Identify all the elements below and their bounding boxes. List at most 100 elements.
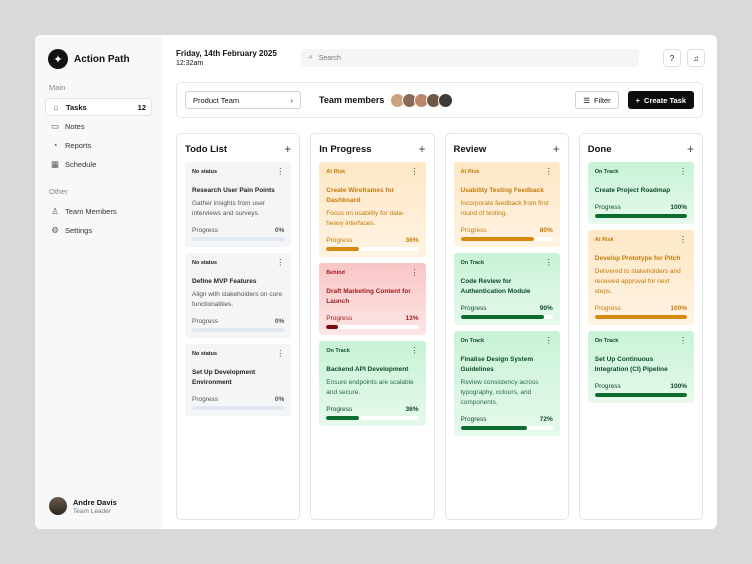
progress-bar: [326, 325, 419, 329]
task-description: Focus on usability for data-heavy interf…: [326, 210, 405, 227]
task-title: Create Project Roadmap: [594, 187, 671, 194]
more-vertical-icon[interactable]: ⋮: [410, 268, 419, 277]
chevron-right-icon: ›: [290, 95, 294, 105]
progress-label: Progress: [192, 227, 219, 234]
status-badge: No status: [192, 169, 218, 175]
plus-icon[interactable]: +: [284, 142, 292, 156]
card-header: At Risk ⋮: [461, 167, 553, 176]
task-card[interactable]: Behind ⋮ Draft Marketing Content for Launc…: [319, 263, 426, 335]
progress-value: 90%: [539, 305, 553, 312]
progress-row: Progress 13%: [326, 315, 418, 322]
create-task-button[interactable]: + Create Task: [627, 91, 694, 109]
plus-icon[interactable]: +: [552, 142, 560, 156]
task-description: Incorporate feedback from first round of…: [460, 200, 549, 217]
task-card[interactable]: No status ⋮ Research User Pain Points Gathe…: [185, 162, 292, 247]
team-members-label: Team members: [319, 95, 385, 105]
more-vertical-icon[interactable]: ⋮: [276, 167, 285, 176]
more-vertical-icon[interactable]: ⋮: [544, 258, 553, 267]
progress-row: Progress 100%: [595, 204, 687, 211]
search-input[interactable]: ⌕ Search: [300, 49, 639, 67]
more-vertical-icon[interactable]: ⋮: [276, 258, 285, 267]
current-date: Friday, 14th February 2025: [176, 49, 277, 58]
sidebar-item-team-members[interactable]: ♙ Team Members: [45, 202, 152, 220]
board-column-done: Done + On Track ⋮ Create Project Roadmap Prog…: [578, 133, 703, 520]
progress-bar: [594, 315, 687, 319]
more-vertical-icon[interactable]: ⋮: [276, 349, 285, 358]
task-card[interactable]: On Track ⋮ Set Up Continuous Integration (…: [587, 331, 694, 403]
progress-bar: [192, 328, 285, 332]
task-title: Develop Prototype for Pitch: [594, 255, 681, 262]
column-header: Done +: [588, 142, 694, 156]
brand-name: Action Path: [74, 53, 130, 65]
search-placeholder: Search: [318, 54, 341, 62]
column-header: Todo List +: [185, 142, 291, 156]
user-profile[interactable]: Andre Davis Team Leader: [49, 497, 117, 515]
card-header: Behind ⋮: [326, 268, 419, 277]
progress-fill: [594, 315, 687, 319]
progress-row: Progress 90%: [461, 305, 553, 312]
plus-icon[interactable]: +: [418, 142, 426, 156]
sidebar-item-settings[interactable]: ⚙ Settings: [45, 221, 152, 239]
task-card[interactable]: On Track ⋮ Backend API Development Ensure e…: [319, 341, 426, 426]
plus-icon[interactable]: +: [686, 142, 694, 156]
task-card[interactable]: No status ⋮ Define MVP Features Align with …: [185, 253, 292, 338]
sidebar-item-reports[interactable]: ◔ Reports: [45, 136, 152, 154]
status-badge: Behind: [326, 270, 345, 276]
column-title: Review: [453, 143, 487, 155]
more-vertical-icon[interactable]: ⋮: [544, 336, 553, 345]
user-icon: ♙: [51, 205, 59, 216]
progress-row: Progress 36%: [326, 237, 418, 244]
task-description: Ensure endpoints are scalable and secure…: [326, 379, 414, 396]
current-time: 12:32am: [176, 60, 204, 67]
column-header: Review +: [454, 142, 560, 156]
sidebar-item-schedule[interactable]: ▦ Schedule: [45, 155, 152, 173]
task-card[interactable]: At Risk ⋮ Usability Testing Feedback Incorp…: [453, 162, 560, 247]
progress-bar: [192, 237, 285, 241]
avatar: [49, 497, 67, 515]
more-vertical-icon[interactable]: ⋮: [410, 167, 419, 176]
card-header: On Track ⋮: [461, 336, 553, 345]
sidebar-item-notes[interactable]: ▭ Notes: [45, 117, 152, 135]
progress-row: Progress 72%: [461, 416, 553, 423]
more-vertical-icon[interactable]: ⋮: [679, 167, 687, 176]
team-avatars[interactable]: [390, 92, 454, 108]
task-card[interactable]: On Track ⋮ Code Review for Authentication …: [453, 253, 560, 325]
progress-fill: [326, 247, 360, 251]
task-title: Research User Pain Points: [192, 187, 275, 194]
progress-row: Progress 80%: [461, 227, 553, 234]
progress-row: Progress 0%: [192, 396, 284, 403]
card-header: No status ⋮: [192, 258, 285, 267]
task-card[interactable]: On Track ⋮ Finalise Design System Guidelin…: [453, 331, 560, 436]
filter-button[interactable]: ☰ Filter: [575, 91, 619, 109]
help-icon[interactable]: ?: [663, 49, 681, 67]
task-card[interactable]: No status ⋮ Set Up Development Environment…: [185, 344, 292, 416]
task-title: Create Wireframes for Dashboard: [326, 187, 395, 204]
status-badge: No status: [192, 351, 218, 357]
progress-row: Progress 100%: [595, 383, 687, 390]
board-column-in-progress: In Progress + At Risk ⋮ Create Wireframes fo…: [310, 133, 435, 520]
more-vertical-icon[interactable]: ⋮: [679, 336, 687, 345]
team-member-avatar[interactable]: [438, 92, 454, 108]
home-icon: ⌂: [53, 102, 59, 112]
progress-row: Progress 0%: [192, 318, 284, 325]
more-vertical-icon[interactable]: ⋮: [544, 167, 553, 176]
task-card[interactable]: At Risk ⋮ Develop Prototype for Pitch Deliv…: [587, 230, 694, 325]
team-select[interactable]: Product Team ›: [185, 91, 301, 109]
progress-value: 36%: [405, 237, 419, 244]
status-badge: No status: [192, 260, 218, 266]
task-description: Align with stakeholders on core function…: [192, 291, 282, 308]
progress-value: 80%: [539, 227, 553, 234]
task-card[interactable]: At Risk ⋮ Create Wireframes for Dashboard F…: [319, 162, 426, 257]
bell-icon[interactable]: ♫: [687, 49, 705, 67]
sidebar-item-tasks[interactable]: ⌂ Tasks 12: [45, 98, 152, 116]
more-vertical-icon[interactable]: ⋮: [679, 235, 687, 244]
task-card[interactable]: On Track ⋮ Create Project Roadmap Progress 1…: [587, 162, 694, 224]
sidebar-item-label: Tasks: [66, 102, 87, 112]
kanban-board: Todo List + No status ⋮ Research User Pain P…: [176, 133, 703, 520]
status-badge: On Track: [594, 169, 619, 175]
progress-row: Progress 100%: [595, 305, 687, 312]
section-label-other: Other: [49, 187, 68, 196]
brand[interactable]: ✦ Action Path: [48, 49, 152, 69]
sparkle-icon: ✦: [48, 49, 68, 69]
more-vertical-icon[interactable]: ⋮: [410, 346, 419, 355]
